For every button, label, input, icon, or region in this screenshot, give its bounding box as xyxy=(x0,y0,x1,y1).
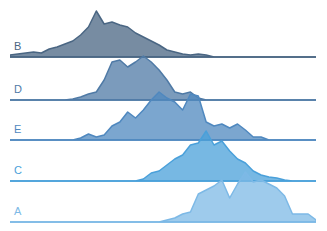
chart: B D E C A xyxy=(0,0,327,231)
labels: B D E C A xyxy=(14,40,22,217)
baseline xyxy=(10,221,316,223)
ridge-area xyxy=(10,56,316,100)
ridge-area xyxy=(10,172,316,222)
series-label: B xyxy=(14,40,21,52)
plot-area xyxy=(10,11,316,222)
baseline xyxy=(10,139,316,141)
series-label: E xyxy=(14,123,21,135)
series-label: C xyxy=(14,164,22,176)
ridge-area xyxy=(10,11,316,57)
ridge-area xyxy=(10,131,316,181)
series-label: D xyxy=(14,83,22,95)
baseline xyxy=(10,56,316,58)
baseline xyxy=(10,180,316,182)
ridge-area xyxy=(10,92,316,140)
series-label: A xyxy=(14,205,22,217)
